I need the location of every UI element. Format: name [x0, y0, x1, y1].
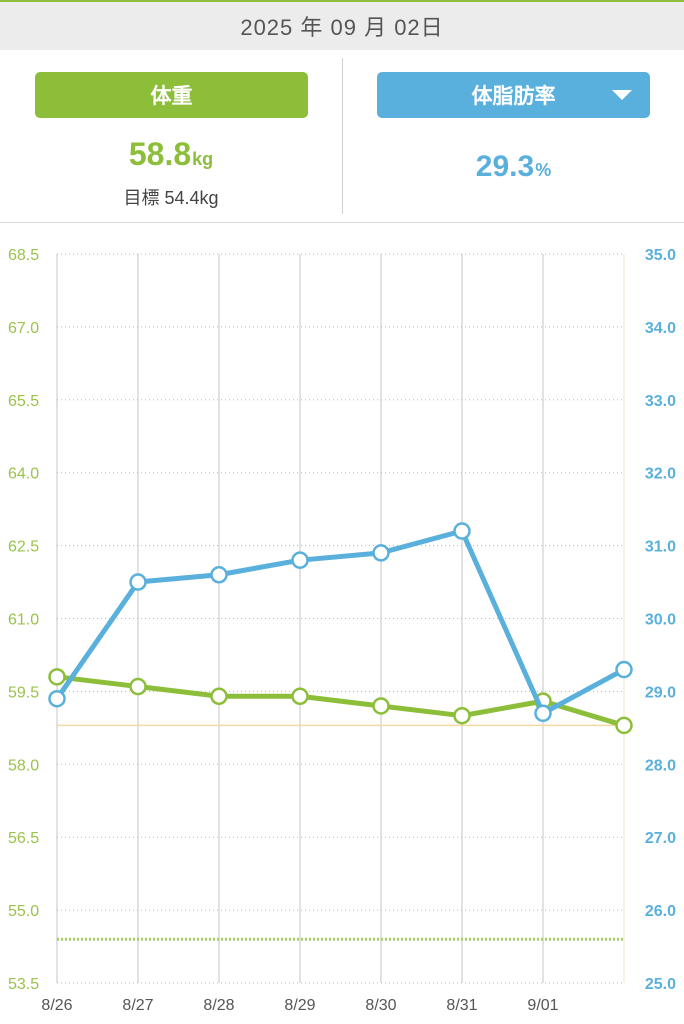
- left-tick-label: 59.5: [8, 684, 39, 701]
- reference-lines: [57, 724, 624, 941]
- panel-divider: [342, 58, 343, 214]
- x-tick-label: 8/27: [122, 997, 153, 1014]
- weight-tab-button[interactable]: 体重: [35, 72, 308, 118]
- x-tick-label: 8/30: [365, 997, 396, 1014]
- right-tick-label: 33.0: [645, 393, 676, 410]
- fat-number: 29.3: [475, 150, 535, 183]
- header-divider: [0, 222, 684, 223]
- x-tick-label: 9/01: [527, 997, 558, 1014]
- series-layer: [48, 522, 633, 735]
- date-text: 2025 年 09 月 02日: [240, 15, 444, 40]
- caret-down-icon: [612, 90, 632, 100]
- fat-point[interactable]: [372, 544, 390, 562]
- horizontal-grid: [57, 253, 624, 984]
- x-axis-ticks: 8/26 8/27 8/28 8/29 8/30 8/31 9/01: [41, 997, 558, 1014]
- left-tick-label: 68.5: [8, 247, 39, 264]
- right-tick-label: 31.0: [645, 539, 676, 556]
- fat-panel: 体脂肪率 29.3%: [343, 58, 684, 214]
- weight-number: 58.8: [128, 136, 192, 172]
- weight-point[interactable]: [129, 677, 147, 696]
- left-tick-label: 61.0: [8, 612, 39, 629]
- right-tick-label: 25.0: [645, 976, 676, 993]
- fat-point[interactable]: [48, 689, 66, 708]
- weight-point[interactable]: [48, 668, 66, 686]
- fat-point[interactable]: [210, 566, 228, 584]
- left-tick-label: 53.5: [8, 976, 39, 993]
- x-tick-label: 8/29: [284, 997, 315, 1014]
- right-tick-label: 28.0: [645, 757, 676, 774]
- left-axis-ticks: 68.5 67.0 65.5 64.0 62.5 61.0 59.5 58.0 56.5 55.0…: [8, 247, 39, 993]
- left-tick-label: 58.0: [8, 757, 39, 774]
- date-header: 2025 年 09 月 02日: [0, 0, 684, 50]
- weight-unit: kg: [192, 149, 214, 169]
- weight-tab-label: 体重: [150, 85, 193, 108]
- x-tick-label: 8/31: [446, 997, 477, 1014]
- fat-point[interactable]: [291, 551, 309, 569]
- right-tick-label: 34.0: [645, 320, 676, 337]
- weight-panel: 体重 58.8kg 目標 54.4kg: [0, 58, 342, 214]
- weight-goal: 目標 54.4kg: [123, 188, 219, 208]
- weight-point[interactable]: [291, 687, 309, 706]
- weight-point[interactable]: [372, 697, 390, 715]
- weight-point[interactable]: [453, 706, 471, 725]
- right-tick-label: 27.0: [645, 830, 676, 847]
- left-tick-label: 56.5: [8, 830, 39, 847]
- right-tick-label: 26.0: [645, 903, 676, 920]
- left-tick-label: 62.5: [8, 539, 39, 556]
- fat-series-line: [54, 528, 627, 716]
- right-tick-label: 35.0: [645, 247, 676, 264]
- left-tick-label: 55.0: [8, 903, 39, 920]
- weight-series-line: [54, 674, 627, 728]
- weight-fat-chart[interactable]: 68.5 67.0 65.5 64.0 62.5 61.0 59.5 58.0 56.5 55.0…: [0, 224, 684, 1024]
- fat-point[interactable]: [453, 522, 471, 540]
- fat-dropdown-button[interactable]: 体脂肪率: [377, 72, 650, 118]
- weight-value: 58.8kg: [0, 136, 342, 173]
- right-tick-label: 29.0: [645, 684, 676, 701]
- fat-unit: %: [535, 160, 552, 180]
- right-tick-label: 32.0: [645, 466, 676, 483]
- left-tick-label: 65.5: [8, 393, 39, 410]
- fat-value: 29.3%: [343, 150, 684, 184]
- right-axis-ticks: 35.0 34.0 33.0 32.0 31.0 30.0 29.0 28.0 27.0 26.0…: [645, 247, 676, 993]
- fat-point[interactable]: [534, 704, 552, 723]
- fat-tab-label: 体脂肪率: [471, 85, 556, 108]
- weight-point[interactable]: [210, 687, 228, 706]
- vertical-grid: [56, 254, 625, 983]
- x-tick-label: 8/26: [41, 997, 72, 1014]
- right-tick-label: 30.0: [645, 612, 676, 629]
- x-tick-label: 8/28: [203, 997, 234, 1014]
- weight-point[interactable]: [615, 716, 633, 735]
- left-tick-label: 67.0: [8, 320, 39, 337]
- left-tick-label: 64.0: [8, 466, 39, 483]
- fat-point[interactable]: [615, 660, 633, 679]
- fat-point[interactable]: [129, 573, 147, 591]
